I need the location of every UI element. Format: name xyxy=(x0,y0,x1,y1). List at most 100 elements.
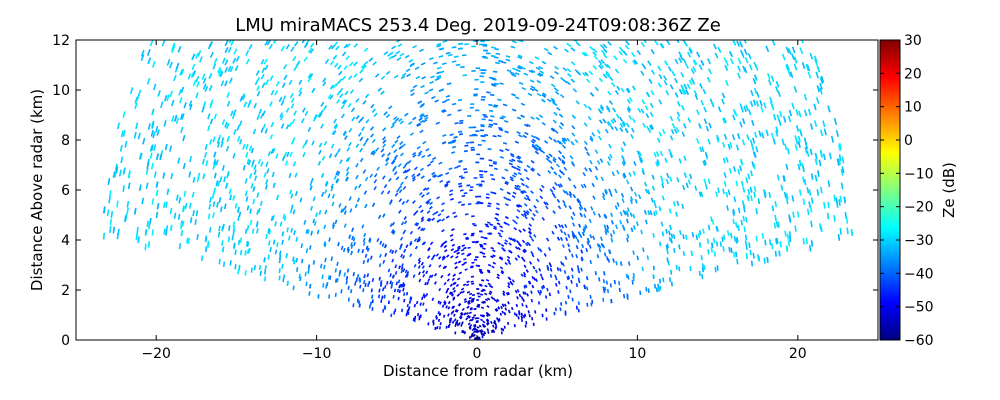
echo-mark xyxy=(227,46,232,53)
echo-mark xyxy=(159,153,163,160)
echo-mark xyxy=(655,161,659,167)
echo-mark xyxy=(614,90,619,95)
echo-mark xyxy=(447,300,451,305)
echo-mark xyxy=(602,279,606,284)
echo-mark xyxy=(759,100,763,107)
echo-mark xyxy=(750,195,753,202)
echo-mark xyxy=(550,83,556,88)
echo-mark xyxy=(780,184,784,191)
echo-mark xyxy=(494,308,498,312)
echo-mark xyxy=(485,278,490,282)
echo-mark xyxy=(490,296,494,300)
echo-mark xyxy=(550,127,555,132)
echo-mark xyxy=(478,324,482,328)
echo-mark xyxy=(419,119,425,124)
echo-mark xyxy=(531,275,535,280)
echo-mark xyxy=(640,41,646,48)
echo-mark xyxy=(537,246,541,251)
echo-mark xyxy=(450,238,454,242)
echo-mark xyxy=(419,113,424,117)
echo-mark xyxy=(441,257,446,261)
echo-mark xyxy=(758,130,762,137)
echo-mark xyxy=(688,48,693,54)
echo-mark xyxy=(735,144,740,151)
echo-mark xyxy=(489,93,495,97)
echo-mark xyxy=(459,189,464,192)
echo-mark xyxy=(450,248,455,252)
echo-mark xyxy=(653,283,657,289)
echo-mark xyxy=(481,323,485,327)
echo-mark xyxy=(591,182,595,188)
echo-mark xyxy=(845,216,849,224)
echo-mark xyxy=(221,240,224,246)
echo-mark xyxy=(332,130,337,136)
echo-mark xyxy=(514,257,518,261)
echo-mark xyxy=(355,277,358,282)
echo-mark xyxy=(171,99,175,107)
echo-mark xyxy=(552,158,557,163)
echo-mark xyxy=(504,239,509,243)
echo-mark xyxy=(224,46,229,54)
echo-mark xyxy=(622,159,627,165)
echo-mark xyxy=(591,299,594,304)
echo-mark xyxy=(321,274,324,280)
echo-mark xyxy=(802,165,805,173)
echo-mark xyxy=(503,196,508,200)
echo-mark xyxy=(434,281,437,285)
echo-mark xyxy=(625,210,629,216)
echo-mark xyxy=(350,107,356,113)
echo-mark xyxy=(418,278,422,283)
echo-mark xyxy=(605,280,608,285)
echo-mark xyxy=(665,178,669,185)
echo-mark xyxy=(469,307,473,311)
echo-mark xyxy=(776,174,780,181)
echo-mark xyxy=(381,175,386,180)
echo-mark xyxy=(574,138,579,144)
echo-mark xyxy=(391,221,396,226)
echo-mark xyxy=(606,228,610,234)
echo-mark xyxy=(562,67,568,72)
echo-mark xyxy=(587,238,591,243)
echo-mark xyxy=(536,92,542,97)
echo-mark xyxy=(805,142,809,150)
echo-mark xyxy=(261,82,266,89)
echo-mark xyxy=(750,89,754,97)
echo-mark xyxy=(494,48,500,51)
echo-mark xyxy=(781,138,785,146)
echo-mark xyxy=(195,76,200,83)
echo-mark xyxy=(307,77,312,83)
echo-mark xyxy=(505,148,510,152)
echo-mark xyxy=(686,83,691,90)
echo-mark xyxy=(795,125,800,132)
echo-mark xyxy=(459,311,463,315)
echo-mark xyxy=(559,236,564,241)
echo-mark xyxy=(336,261,339,266)
echo-mark xyxy=(246,241,250,247)
echo-mark xyxy=(281,82,286,88)
echo-mark xyxy=(674,77,679,84)
echo-mark xyxy=(237,136,241,142)
echo-mark xyxy=(323,140,328,146)
echo-mark xyxy=(393,74,399,79)
echo-mark xyxy=(431,217,436,221)
echo-mark xyxy=(294,172,298,178)
echo-mark xyxy=(219,176,223,183)
echo-mark xyxy=(647,127,652,133)
echo-mark xyxy=(470,318,474,322)
echo-mark xyxy=(610,299,613,304)
echo-mark xyxy=(622,58,628,64)
echo-mark xyxy=(565,237,569,242)
echo-mark xyxy=(539,195,544,200)
echo-mark xyxy=(680,84,685,91)
echo-mark xyxy=(345,157,350,163)
echo-mark xyxy=(565,285,568,290)
echo-mark xyxy=(676,200,680,207)
echo-mark xyxy=(194,219,197,226)
echo-mark xyxy=(559,267,562,272)
echo-mark xyxy=(470,299,475,302)
echo-mark xyxy=(514,186,519,191)
echo-mark xyxy=(461,203,465,206)
echo-mark xyxy=(244,270,247,276)
echo-mark xyxy=(496,222,501,226)
echo-mark xyxy=(682,58,687,64)
